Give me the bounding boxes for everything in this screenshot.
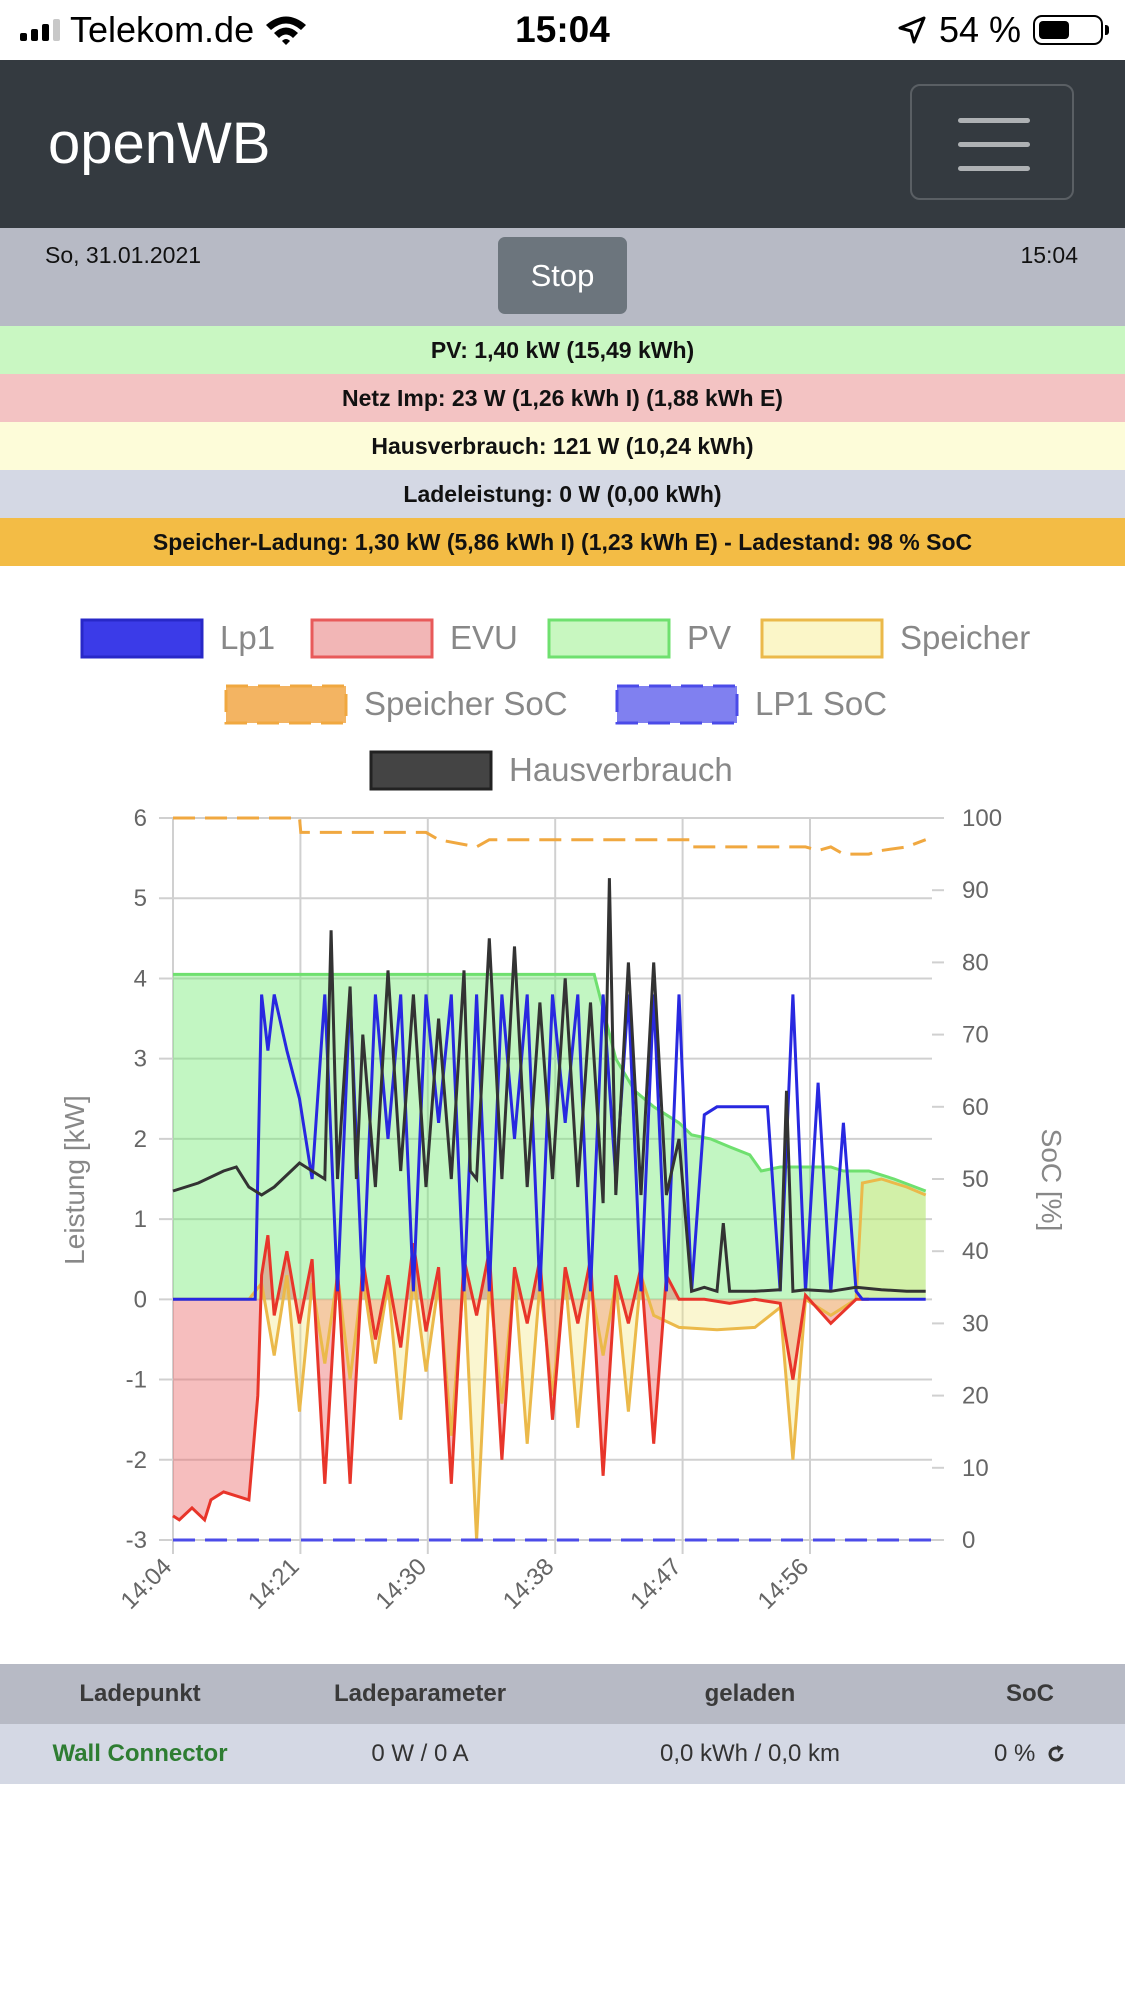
refresh-icon[interactable] xyxy=(1046,1744,1066,1764)
hamburger-icon-bar xyxy=(958,142,1030,147)
ladeparameter-value: 0 W / 0 A xyxy=(371,1740,469,1767)
signal-icon xyxy=(20,19,60,41)
y-tick-label: -3 xyxy=(126,1527,147,1554)
y-tick-label: 2 xyxy=(134,1126,147,1153)
power-chart[interactable]: Lp1 EVU PV Speicher Speicher SoC LP1 SoC Hausv… xyxy=(0,568,1125,1663)
soc-cell: 0 % xyxy=(950,1724,1110,1784)
x-tick-label: 14:47 xyxy=(625,1553,687,1615)
pv-series-line xyxy=(173,972,927,1193)
evu-series-line xyxy=(172,1234,869,1523)
y2-tick-label: 90 xyxy=(962,877,989,904)
header-geladen: geladen xyxy=(704,1680,796,1707)
x-tick-label: 14:04 xyxy=(116,1553,178,1615)
table-row: Wall Connector 0 W / 0 A 0,0 kWh / 0,0 k… xyxy=(0,1724,1125,1784)
legend-label: Hausverbrauch xyxy=(509,751,733,788)
hausverbrauch-series-line xyxy=(172,878,926,1294)
location-arrow-icon xyxy=(898,16,926,44)
date-text: So, 31.01.2021 xyxy=(45,242,202,268)
chart-legend: Lp1 EVU PV Speicher Speicher SoC LP1 SoC Hausv… xyxy=(80,618,1030,791)
y2-tick-label: 50 xyxy=(962,1166,989,1193)
x-tick-label: 14:56 xyxy=(753,1553,815,1615)
legend-swatch-5 xyxy=(615,684,739,725)
x-tick-label: 14:38 xyxy=(498,1553,560,1615)
legend-label: PV xyxy=(687,619,731,656)
legend-label: Speicher SoC xyxy=(364,685,568,722)
menu-toggle-button[interactable] xyxy=(910,84,1074,200)
y-tick-label: 6 xyxy=(134,805,147,832)
speicher-soc-series-line xyxy=(173,816,927,856)
time-text: 15:04 xyxy=(1020,242,1078,268)
battery-icon xyxy=(1033,15,1109,45)
y2-tick-label: 100 xyxy=(962,805,1002,832)
status-time: 15:04 xyxy=(515,9,610,50)
header-ladepunkt: Ladepunkt xyxy=(79,1680,201,1707)
y-tick-label: 3 xyxy=(134,1046,147,1073)
status-right: 54 % xyxy=(897,8,1109,52)
y2-tick-label: 60 xyxy=(962,1094,989,1121)
y2-tick-label: 10 xyxy=(962,1455,989,1482)
y-tick-label: 5 xyxy=(134,885,147,912)
pv-band: PV: 1,40 kW (15,49 kWh) xyxy=(0,326,1125,374)
evu-area xyxy=(173,1235,869,1520)
ladeleistung-band: Ladeleistung: 0 W (0,00 kWh) xyxy=(0,470,1125,518)
speicher-band: Speicher-Ladung: 1,30 kW (5,86 kWh I) (1… xyxy=(0,518,1125,566)
y-tick-label: -1 xyxy=(126,1367,147,1394)
legend-swatch-3 xyxy=(760,618,884,659)
y2-tick-label: 80 xyxy=(962,949,989,976)
x-tick-label: 14:30 xyxy=(370,1553,432,1615)
legend-label: EVU xyxy=(450,619,518,656)
y-tick-label: 4 xyxy=(134,965,147,992)
header-ladeparameter: Ladeparameter xyxy=(333,1680,507,1707)
legend-swatch-6 xyxy=(369,750,493,791)
wifi-icon xyxy=(266,16,307,45)
battery-percentage: 54 % xyxy=(938,9,1021,50)
legend-label: Lp1 xyxy=(220,619,275,656)
header-soc: SoC xyxy=(1006,1680,1054,1707)
stop-button[interactable]: Stop xyxy=(498,237,627,314)
legend-swatch-0 xyxy=(80,618,204,659)
lp1-series-line xyxy=(173,994,926,1301)
legend-swatch-2 xyxy=(547,618,671,659)
legend-swatch-4 xyxy=(224,684,348,725)
navbar: openWB xyxy=(0,60,1125,228)
status-bar: Telekom.de 15:04 54 % xyxy=(0,0,1125,60)
status-left: Telekom.de xyxy=(20,8,308,52)
y-tick-label: 1 xyxy=(134,1206,147,1233)
carrier-name: Telekom.de xyxy=(70,9,255,50)
legend-label: LP1 SoC xyxy=(755,685,887,722)
hausverbrauch-band: Hausverbrauch: 121 W (10,24 kWh) xyxy=(0,422,1125,470)
y2-tick-label: 30 xyxy=(962,1310,989,1337)
ladepunkt-name[interactable]: Wall Connector xyxy=(52,1740,228,1767)
geladen-value: 0,0 kWh / 0,0 km xyxy=(659,1740,841,1767)
brand-logo[interactable]: openWB xyxy=(48,111,271,176)
table-header: Ladepunkt Ladeparameter geladen SoC xyxy=(0,1664,1125,1724)
y-axis-title: Leistung [kW] xyxy=(59,1095,90,1265)
y2-tick-label: 20 xyxy=(962,1383,989,1410)
speicher-series-line xyxy=(173,1177,927,1541)
y2-axis-title: SoC [%] xyxy=(1036,1129,1067,1232)
x-tick-label: 14:21 xyxy=(243,1553,305,1615)
hamburger-icon-bar xyxy=(958,166,1030,171)
y-tick-label: 0 xyxy=(134,1286,147,1313)
netz-band: Netz Imp: 23 W (1,26 kWh I) (1,88 kWh E) xyxy=(0,374,1125,422)
y-tick-label: -2 xyxy=(126,1447,147,1474)
soc-value: 0 % xyxy=(993,1740,1036,1767)
y2-tick-label: 0 xyxy=(962,1527,975,1554)
info-bar: So, 31.01.2021 Stop 15:04 xyxy=(0,228,1125,326)
legend-label: Speicher xyxy=(900,619,1030,656)
chart-series xyxy=(172,816,932,1542)
legend-swatch-1 xyxy=(310,618,434,659)
hamburger-icon xyxy=(958,118,1030,123)
y2-tick-label: 40 xyxy=(962,1238,989,1265)
y2-tick-label: 70 xyxy=(962,1022,989,1049)
